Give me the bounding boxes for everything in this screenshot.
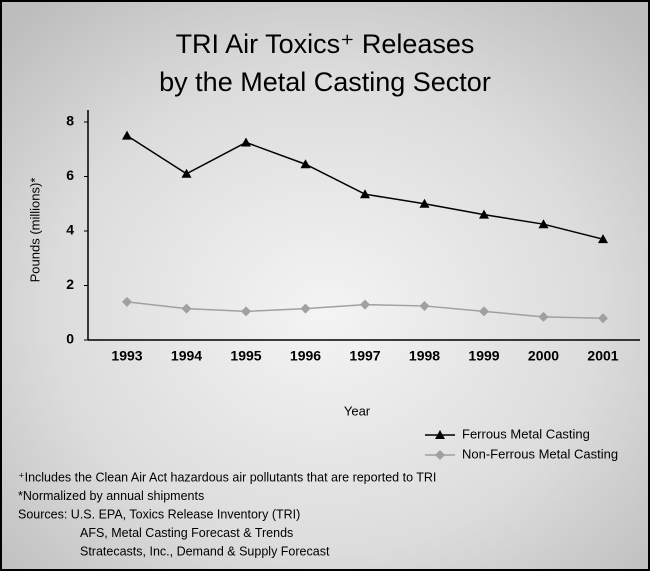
legend-label: Ferrous Metal Casting (462, 426, 590, 441)
y-tick-label: 2 (66, 276, 74, 292)
x-tick-label: 2001 (587, 348, 618, 364)
x-tick-label: 1994 (171, 348, 202, 364)
data-point (300, 159, 311, 169)
data-point (479, 209, 489, 219)
data-point (598, 234, 608, 244)
data-point (479, 306, 489, 317)
x-axis-label: Year (344, 403, 371, 418)
data-point (181, 168, 192, 178)
y-tick-label: 6 (66, 167, 74, 183)
x-tick-label: 1999 (468, 348, 499, 364)
footnote: Stratecasts, Inc., Demand & Supply Forec… (80, 544, 330, 558)
data-point (360, 299, 370, 310)
y-tick-label: 4 (66, 222, 74, 238)
chart-title: by the Metal Casting Sector (159, 67, 491, 97)
data-point (241, 137, 251, 147)
legend-marker (435, 450, 445, 460)
x-tick-label: 2000 (528, 348, 559, 364)
footnote: AFS, Metal Casting Forecast & Trends (80, 526, 293, 540)
legend-label: Non-Ferrous Metal Casting (462, 446, 618, 461)
data-point (181, 303, 192, 314)
data-point (538, 311, 549, 322)
x-tick-label: 1998 (409, 348, 440, 364)
x-tick-label: 1993 (111, 348, 142, 364)
data-point (538, 219, 549, 229)
data-point (122, 296, 132, 307)
data-point (122, 130, 132, 140)
x-tick-label: 1995 (230, 348, 261, 364)
data-point (598, 313, 608, 324)
data-point (419, 300, 430, 311)
footnote: *Normalized by annual shipments (18, 489, 204, 503)
data-point (360, 189, 370, 199)
data-point (300, 303, 311, 314)
x-tick-label: 1996 (290, 348, 321, 364)
y-tick-label: 8 (66, 113, 74, 129)
data-point (419, 198, 430, 208)
footnote: ⁺Includes the Clean Air Act hazardous ai… (18, 470, 436, 484)
y-tick-label: 0 (66, 331, 74, 347)
x-tick-label: 1997 (349, 348, 380, 364)
chart-title: TRI Air Toxics⁺ Releases (176, 29, 475, 59)
data-point (241, 306, 251, 317)
legend-marker (435, 430, 445, 439)
y-axis-label: Pounds (millions)* (27, 178, 42, 283)
footnote: Sources: U.S. EPA, Toxics Release Invent… (18, 507, 300, 521)
